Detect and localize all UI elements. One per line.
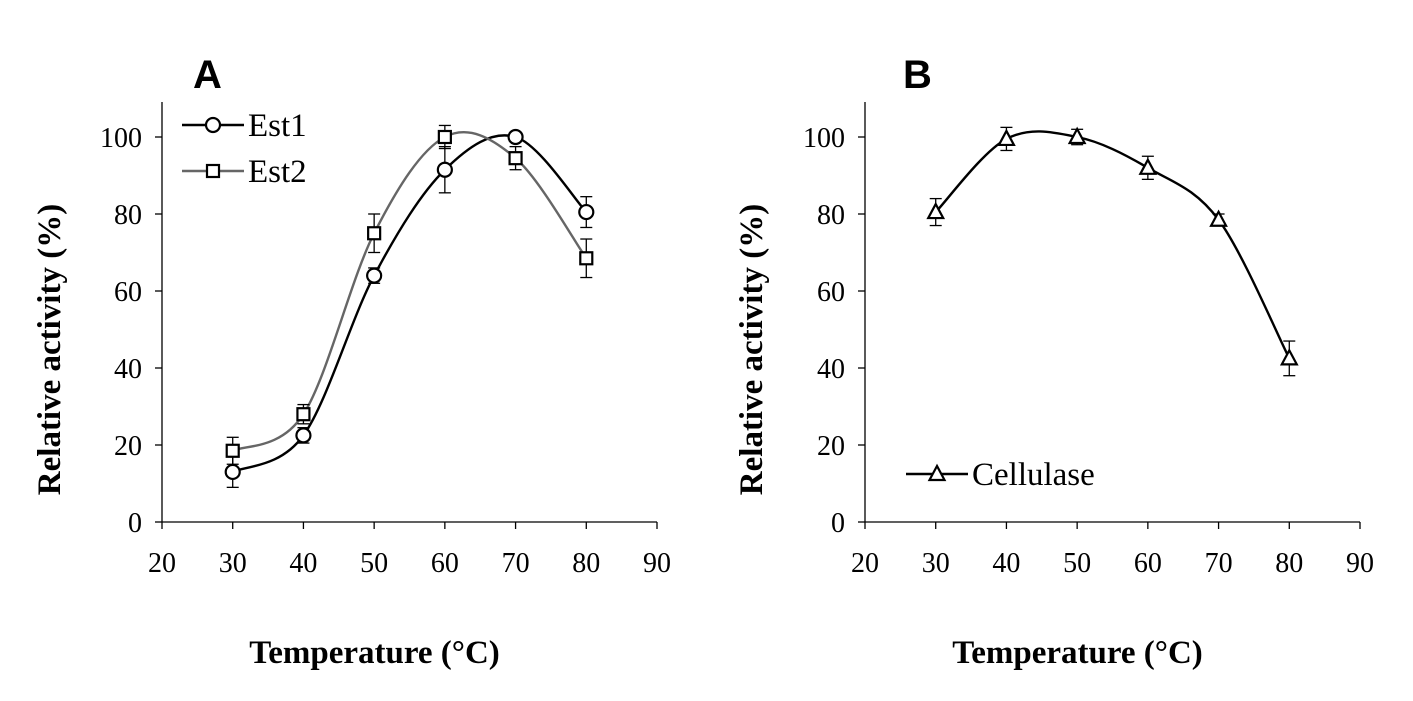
x-tick-label: 40 [992, 548, 1020, 579]
y-tick-label: 20 [817, 431, 845, 462]
y-tick-label: 60 [817, 277, 845, 308]
x-tick-label: 30 [922, 548, 950, 579]
legend-marker [927, 463, 947, 482]
y-tick-label: 40 [114, 354, 142, 385]
data-point-est1 [507, 128, 524, 146]
data-point-est2 [367, 226, 382, 241]
x-tick-label: 80 [572, 548, 600, 579]
y-axis-title: Relative activity (%) [32, 204, 68, 495]
x-tick-label: 80 [1275, 548, 1303, 579]
data-point-est1 [578, 203, 595, 221]
data-point-est2 [437, 129, 452, 145]
data-point-cellulase [997, 128, 1016, 147]
x-tick-label: 70 [1205, 548, 1233, 579]
panel-letter: A [193, 53, 222, 97]
y-axis-title: Relative activity (%) [734, 204, 770, 495]
x-axis-title: Temperature (°C) [249, 635, 500, 671]
data-point-est1 [436, 161, 453, 178]
y-tick-label: 60 [114, 277, 142, 308]
x-tick-label: 60 [1134, 548, 1162, 579]
x-tick-label: 60 [431, 548, 459, 579]
data-point-cellulase [926, 201, 946, 220]
x-tick-label: 90 [1346, 548, 1374, 579]
x-tick-label: 40 [289, 548, 317, 579]
y-tick-label: 100 [803, 123, 845, 154]
data-point-cellulase [1279, 348, 1299, 366]
x-tick-label: 30 [219, 548, 247, 579]
x-tick-label: 50 [1063, 548, 1091, 579]
y-tick-label: 80 [817, 200, 845, 231]
legend-marker [205, 163, 221, 179]
data-point-est2 [225, 443, 240, 458]
x-tick-label: 90 [643, 548, 671, 579]
x-tick-label: 20 [148, 548, 176, 579]
legend-marker [204, 116, 222, 134]
y-tick-label: 0 [128, 508, 142, 539]
data-point-cellulase [1138, 157, 1158, 175]
legend-label: Est1 [248, 108, 307, 144]
y-tick-label: 40 [817, 354, 845, 385]
x-axis-title: Temperature (°C) [952, 635, 1203, 671]
series-line-cellulase [934, 130, 1291, 359]
data-point-est1 [366, 267, 383, 284]
data-point-est1 [224, 463, 241, 481]
data-point-cellulase [1209, 209, 1228, 227]
legend-label: Est2 [248, 154, 307, 190]
data-point-est2 [508, 151, 523, 166]
x-tick-label: 70 [502, 548, 530, 579]
x-tick-label: 20 [851, 548, 879, 579]
data-point-cellulase [1067, 126, 1087, 145]
x-tick-label: 50 [360, 548, 388, 579]
legend-label: Cellulase [972, 457, 1095, 493]
y-tick-label: 0 [831, 508, 845, 539]
data-point-est2 [296, 407, 311, 422]
y-tick-label: 20 [114, 431, 142, 462]
data-point-est2 [579, 251, 594, 266]
y-tick-label: 100 [100, 123, 142, 154]
panel-letter: B [903, 53, 932, 97]
y-tick-label: 80 [114, 200, 142, 231]
data-point-est1 [295, 427, 312, 444]
